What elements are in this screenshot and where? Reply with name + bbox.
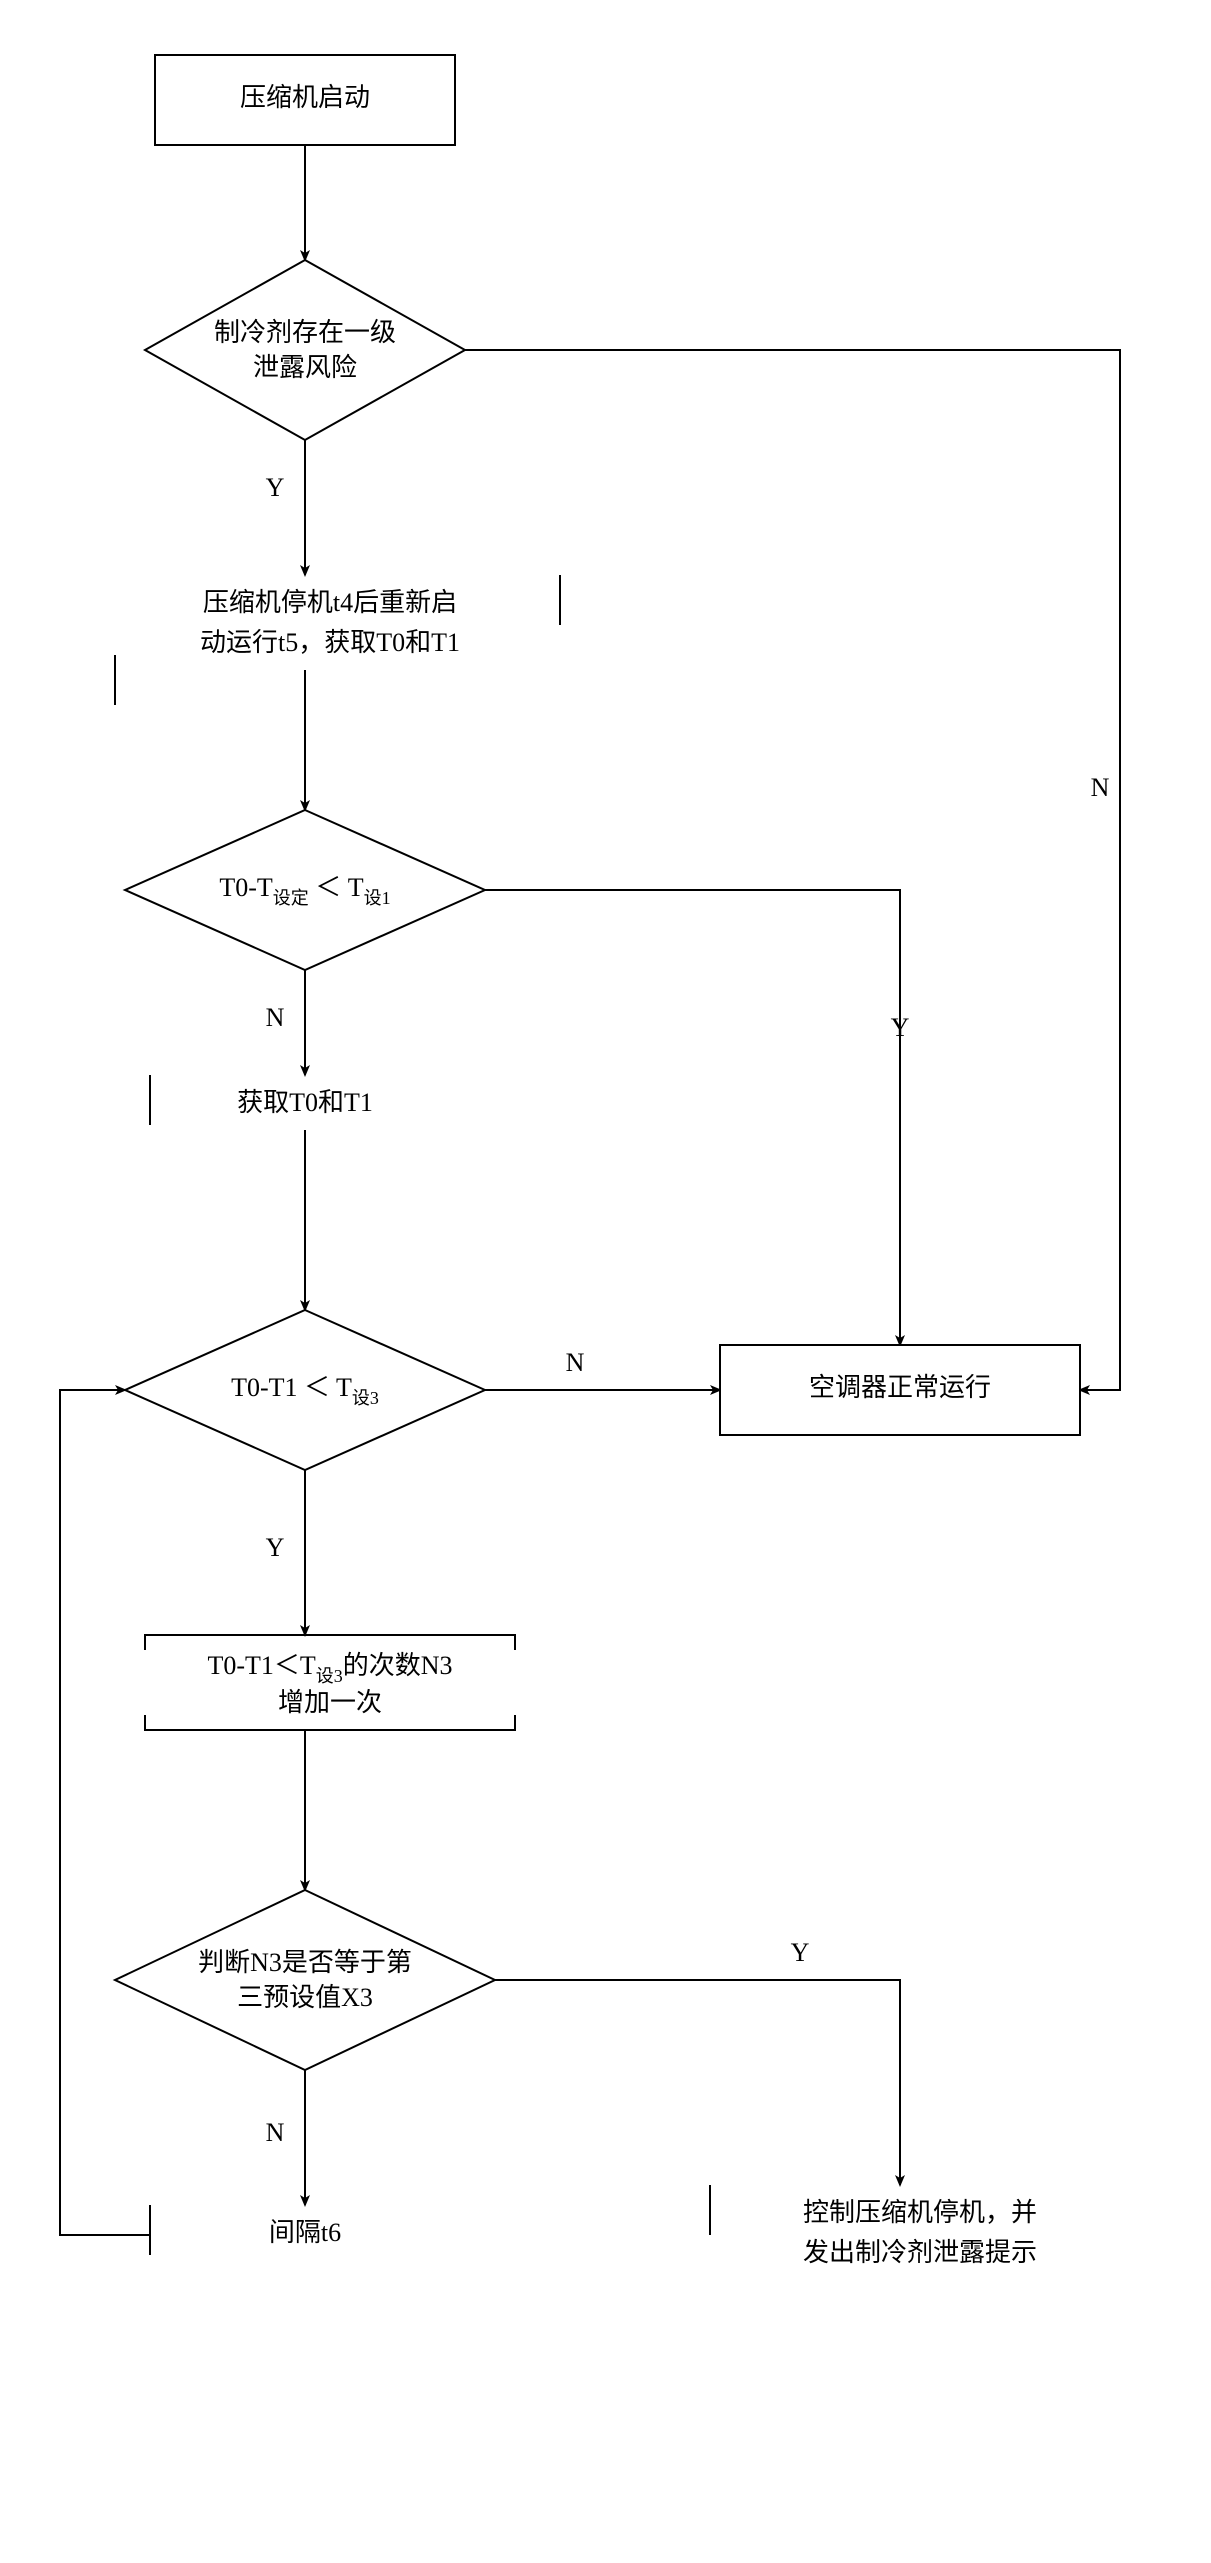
edge-label-n1: N — [1091, 773, 1110, 802]
edge-label-y4: Y — [791, 1938, 810, 1967]
svg-text:压缩机启动: 压缩机启动 — [240, 83, 370, 112]
node-p3: T0-T1＜T设3的次数N3 增加一次 — [145, 1635, 515, 1730]
flowchart-canvas: Y N N Y N Y N Y 压缩机启动 — [20, 20, 1211, 2543]
edge-label-n4: N — [266, 2118, 285, 2147]
node-p4: 间隔t6 — [150, 2205, 341, 2255]
svg-text:制冷剂存在一级: 制冷剂存在一级 — [214, 318, 396, 347]
svg-text:泄露风险: 泄露风险 — [253, 353, 357, 382]
edge-label-y3: Y — [266, 1533, 285, 1562]
svg-text:增加一次: 增加一次 — [278, 1688, 382, 1717]
node-d2: T0-T设定 ＜ T设1 — [125, 810, 485, 970]
svg-text:动运行t5，获取T0和T1: 动运行t5，获取T0和T1 — [200, 628, 460, 657]
node-d3: T0-T1 ＜ T设3 — [125, 1310, 485, 1470]
svg-text:间隔t6: 间隔t6 — [269, 2218, 341, 2247]
svg-text:T0-T1＜T设3的次数N3: T0-T1＜T设3的次数N3 — [207, 1651, 452, 1686]
node-d1: 制冷剂存在一级 泄露风险 — [145, 260, 465, 440]
node-start: 压缩机启动 — [155, 55, 455, 145]
svg-text:空调器正常运行: 空调器正常运行 — [809, 1373, 991, 1402]
edge-label-n2: N — [266, 1003, 285, 1032]
edge-label-n3: N — [566, 1348, 585, 1377]
edge-label-y1: Y — [266, 473, 285, 502]
node-normal: 空调器正常运行 — [720, 1345, 1080, 1435]
node-p2: 获取T0和T1 — [150, 1075, 373, 1125]
svg-text:获取T0和T1: 获取T0和T1 — [237, 1088, 373, 1117]
svg-text:控制压缩机停机，并: 控制压缩机停机，并 — [803, 2198, 1037, 2227]
svg-text:判断N3是否等于第: 判断N3是否等于第 — [198, 1948, 412, 1977]
node-end: 控制压缩机停机，并 发出制冷剂泄露提示 — [710, 2185, 1037, 2267]
svg-text:三预设值X3: 三预设值X3 — [237, 1983, 373, 2012]
edges: Y N N Y N Y N Y — [60, 145, 1120, 2235]
edge-label-y2: Y — [891, 1013, 910, 1042]
node-p1: 压缩机停机t4后重新启 动运行t5，获取T0和T1 — [115, 575, 560, 705]
node-d4: 判断N3是否等于第 三预设值X3 — [115, 1890, 495, 2070]
svg-text:发出制冷剂泄露提示: 发出制冷剂泄露提示 — [803, 2238, 1037, 2267]
svg-text:压缩机停机t4后重新启: 压缩机停机t4后重新启 — [203, 588, 457, 617]
